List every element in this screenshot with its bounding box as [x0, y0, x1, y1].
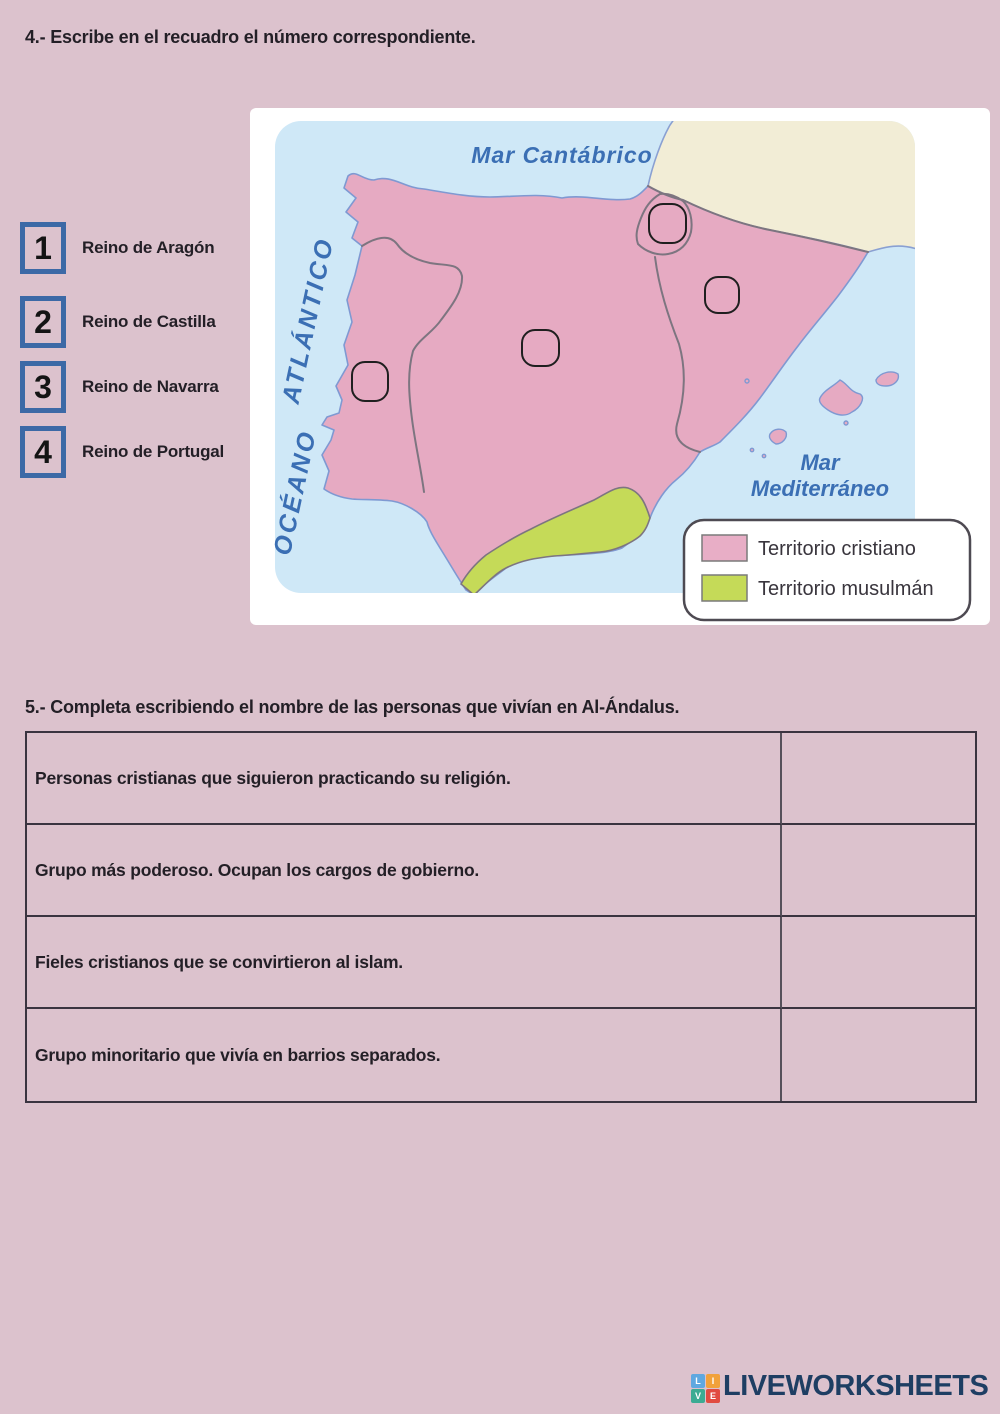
- logo-tile-v: V: [691, 1389, 705, 1403]
- q5-answer-cell[interactable]: [782, 917, 975, 1009]
- map-answer-box-aragon[interactable]: [704, 276, 740, 314]
- kingdom-number-box: 1: [20, 222, 66, 274]
- liveworksheets-logo-icon: L I V E: [691, 1374, 720, 1403]
- logo-tile-l: L: [691, 1374, 705, 1388]
- kingdom-item-navarra: 3 Reino de Navarra: [20, 361, 219, 413]
- kingdom-item-aragon: 1 Reino de Aragón: [20, 222, 215, 274]
- q5-prompt-cell: Fieles cristianos que se convirtieron al…: [27, 917, 782, 1009]
- kingdom-label: Reino de Castilla: [82, 312, 216, 331]
- kingdom-borders: [361, 185, 869, 493]
- kingdom-number-box: 3: [20, 361, 66, 413]
- iberia-map: Mar Cantábrico ATLÁNTICO OCÉANO Mar Medi…: [267, 121, 972, 622]
- kingdom-item-portugal: 4 Reino de Portugal: [20, 426, 224, 478]
- legend-swatch-christian: [701, 534, 748, 562]
- q5-prompt-cell: Grupo minoritario que vivía en barrios s…: [27, 1009, 782, 1101]
- q5-table: Personas cristianas que siguieron practi…: [25, 731, 977, 1103]
- map-answer-box-castilla[interactable]: [521, 329, 560, 367]
- q5-answer-cell[interactable]: [782, 825, 975, 917]
- kingdom-label: Reino de Navarra: [82, 377, 219, 396]
- map-legend: Territorio cristiano Territorio musulmán: [682, 518, 972, 622]
- map-answer-box-navarra[interactable]: [648, 203, 687, 244]
- question-4-title: 4.- Escribe en el recuadro el número cor…: [25, 27, 476, 47]
- logo-tile-e: E: [706, 1389, 720, 1403]
- label-mediterraneo-line2: Mediterráneo: [751, 476, 889, 501]
- legend-label-christian: Territorio cristiano: [758, 538, 916, 560]
- q5-answer-cell[interactable]: [782, 1009, 975, 1101]
- label-mar-cantabrico: Mar Cantábrico: [471, 142, 652, 168]
- kingdom-item-castilla: 2 Reino de Castilla: [20, 296, 216, 348]
- kingdom-label: Reino de Portugal: [82, 442, 225, 461]
- kingdom-number-box: 2: [20, 296, 66, 348]
- q5-answer-cell[interactable]: [782, 733, 975, 825]
- balearic-islands: [744, 371, 900, 459]
- logo-tile-i: I: [706, 1374, 720, 1388]
- legend-label-muslim: Territorio musulmán: [758, 578, 934, 600]
- question-5-title: 5.- Completa escribiendo el nombre de la…: [25, 697, 680, 717]
- muslim-territory: [459, 486, 651, 593]
- map-answer-box-portugal[interactable]: [351, 361, 389, 402]
- label-mediterraneo-line1: Mar: [800, 450, 841, 475]
- kingdom-label: Reino de Aragón: [82, 238, 215, 257]
- map-card: Mar Cantábrico ATLÁNTICO OCÉANO Mar Medi…: [250, 108, 990, 625]
- kingdom-number-box: 4: [20, 426, 66, 478]
- liveworksheets-brand: LIVEWORKSHEETS: [723, 1370, 989, 1402]
- legend-swatch-muslim: [701, 574, 748, 602]
- q5-prompt-cell: Personas cristianas que siguieron practi…: [27, 733, 782, 825]
- q5-prompt-cell: Grupo más poderoso. Ocupan los cargos de…: [27, 825, 782, 917]
